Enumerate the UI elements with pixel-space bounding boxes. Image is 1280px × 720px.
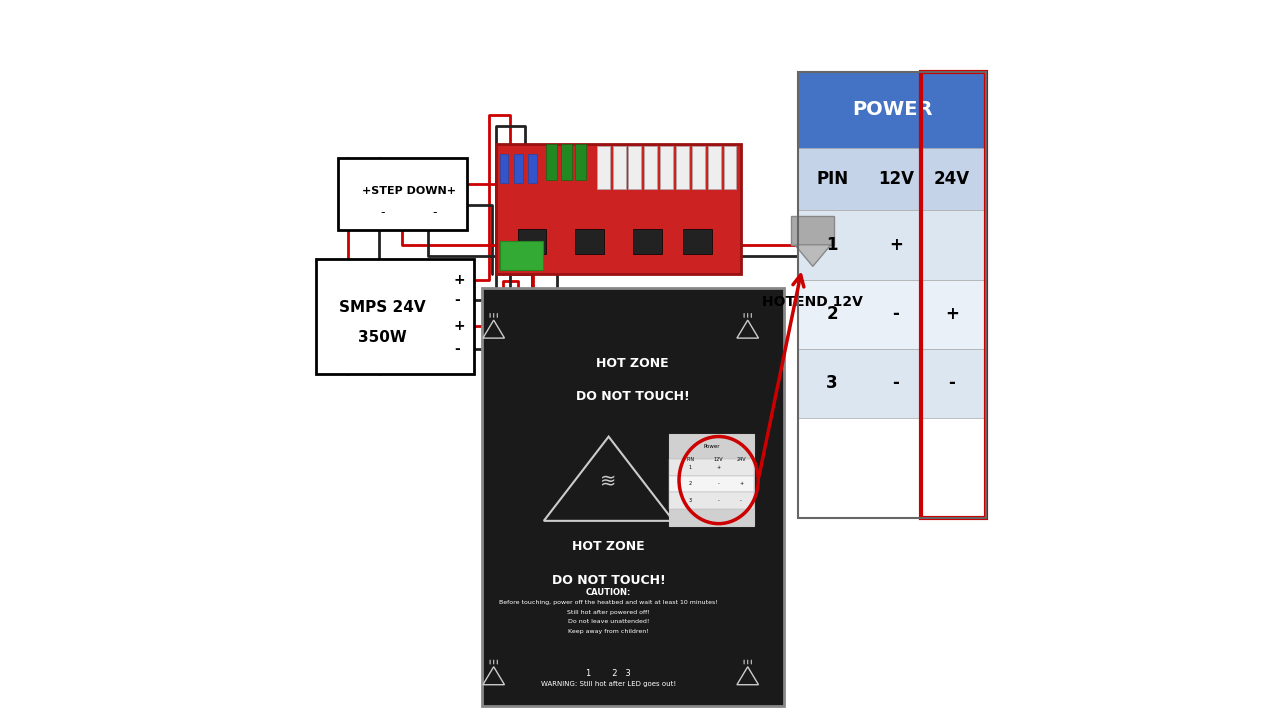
Text: -: -: [433, 206, 436, 219]
Bar: [660, 146, 673, 189]
Bar: [692, 146, 705, 189]
Text: 1: 1: [689, 464, 691, 469]
Text: PIN: PIN: [686, 457, 694, 462]
Bar: [799, 210, 986, 279]
Bar: [799, 279, 986, 348]
Text: ≋: ≋: [600, 472, 617, 491]
Text: 12V: 12V: [713, 457, 723, 462]
Text: Power: Power: [703, 444, 719, 449]
Text: +: +: [888, 236, 902, 254]
Text: Still hot after powered off!: Still hot after powered off!: [567, 610, 650, 615]
Text: -: -: [454, 292, 460, 307]
Polygon shape: [795, 245, 831, 266]
Bar: [613, 146, 626, 189]
Polygon shape: [791, 216, 835, 245]
Text: 2: 2: [827, 305, 838, 323]
Bar: [669, 459, 754, 475]
Text: DO NOT TOUCH!: DO NOT TOUCH!: [576, 390, 690, 403]
Bar: [575, 144, 586, 180]
Bar: [338, 158, 467, 230]
Bar: [644, 146, 658, 189]
Bar: [316, 259, 475, 374]
Bar: [517, 229, 547, 254]
Text: 3: 3: [827, 374, 838, 392]
Text: -: -: [892, 374, 899, 392]
Text: +: +: [739, 481, 744, 486]
Text: DO NOT TOUCH!: DO NOT TOUCH!: [552, 574, 666, 587]
Text: -: -: [740, 498, 742, 503]
Text: +: +: [716, 464, 721, 469]
Text: Do not leave unattended!: Do not leave unattended!: [568, 619, 649, 624]
Bar: [708, 146, 721, 189]
Text: 1: 1: [827, 236, 838, 254]
Text: -: -: [454, 342, 460, 356]
Bar: [515, 154, 522, 183]
Bar: [669, 475, 754, 492]
Bar: [669, 434, 754, 526]
Bar: [499, 241, 543, 270]
Text: POWER: POWER: [851, 101, 932, 120]
Bar: [575, 229, 604, 254]
Bar: [684, 229, 712, 254]
Text: WARNING: Still hot after LED goes out!: WARNING: Still hot after LED goes out!: [541, 681, 676, 687]
Text: 24V: 24V: [934, 170, 970, 188]
Bar: [799, 72, 986, 148]
Text: 12V: 12V: [878, 170, 914, 188]
Text: CAUTION:: CAUTION:: [586, 588, 631, 597]
Bar: [499, 154, 508, 183]
Text: 3: 3: [689, 498, 691, 503]
Bar: [669, 492, 754, 508]
Text: -: -: [892, 305, 899, 323]
Bar: [529, 154, 538, 183]
Bar: [497, 144, 741, 274]
Bar: [922, 72, 986, 518]
Text: 350W: 350W: [358, 330, 407, 345]
Text: 2: 2: [689, 481, 691, 486]
Bar: [632, 229, 662, 254]
Text: +: +: [454, 319, 466, 333]
Bar: [561, 144, 572, 180]
Text: HOT ZONE: HOT ZONE: [596, 356, 669, 369]
Text: 1        2   3: 1 2 3: [586, 669, 631, 678]
Text: SMPS 24V: SMPS 24V: [339, 300, 426, 315]
Bar: [547, 144, 557, 180]
Text: +STEP DOWN+: +STEP DOWN+: [362, 186, 456, 196]
Text: -: -: [717, 481, 719, 486]
Bar: [481, 288, 783, 706]
Text: -: -: [948, 374, 955, 392]
Text: HOTEND 12V: HOTEND 12V: [763, 295, 863, 310]
Bar: [799, 72, 986, 518]
Text: Keep away from children!: Keep away from children!: [568, 629, 649, 634]
Text: PIN: PIN: [817, 170, 849, 188]
Text: +: +: [454, 273, 466, 287]
Bar: [723, 146, 736, 189]
Bar: [799, 148, 986, 210]
Bar: [628, 146, 641, 189]
Bar: [676, 146, 689, 189]
Text: 24V: 24V: [736, 457, 746, 462]
Text: Before touching, power off the heatbed and wait at least 10 minutes!: Before touching, power off the heatbed a…: [499, 600, 718, 606]
Text: HOT ZONE: HOT ZONE: [572, 541, 645, 554]
Text: -: -: [380, 206, 385, 219]
Bar: [596, 146, 609, 189]
Text: -: -: [717, 498, 719, 503]
Text: +: +: [945, 305, 959, 323]
Bar: [799, 348, 986, 418]
